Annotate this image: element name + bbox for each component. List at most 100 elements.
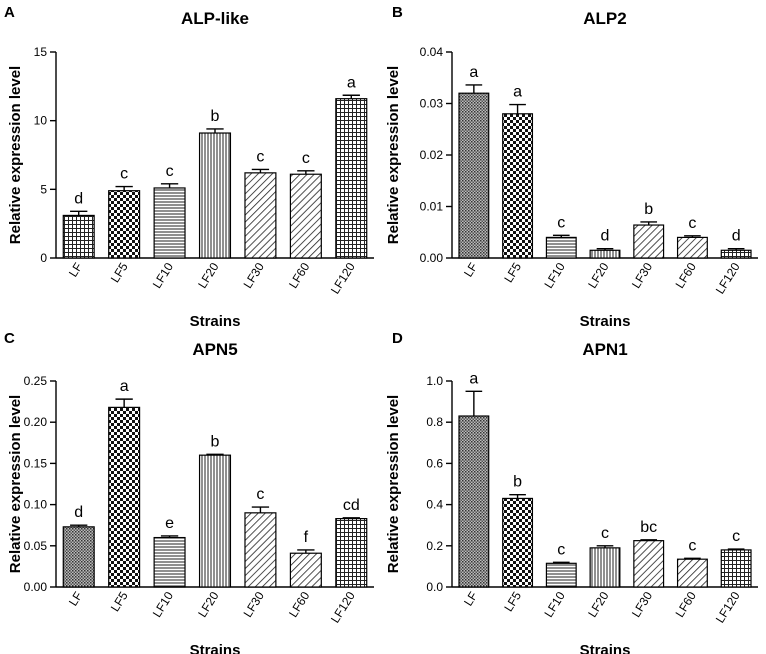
significance-label: c xyxy=(688,215,696,232)
bar-lf20 xyxy=(198,132,232,259)
significance-label: e xyxy=(165,515,174,532)
y-tick-label: 0.6 xyxy=(426,456,443,470)
bar-lf10 xyxy=(153,536,186,588)
y-tick-label: 0.00 xyxy=(420,251,444,265)
error-bar xyxy=(509,103,526,114)
error-bar xyxy=(251,506,270,513)
chart-panel-a: A ALP-like 0 5 10 15 Relative expression level… xyxy=(4,4,374,330)
y-tick-label: 0.00 xyxy=(24,580,48,594)
x-tick-label: LF xyxy=(66,260,85,279)
bar-lf20 xyxy=(589,249,621,259)
error-bar xyxy=(465,84,483,94)
error-bar xyxy=(115,398,133,408)
x-tick-label: LF60 xyxy=(673,589,700,620)
significance-label: c xyxy=(302,150,310,167)
x-tick-label: LF10 xyxy=(541,260,568,291)
error-bar xyxy=(160,535,179,538)
bar-lf120 xyxy=(720,249,752,259)
y-tick-label: 0.01 xyxy=(420,200,444,214)
significance-label: d xyxy=(74,504,83,521)
bar-lf xyxy=(62,526,95,588)
y-tick-label: 0.0 xyxy=(426,580,443,594)
error-bar xyxy=(640,539,658,541)
chart-title: ALP-like xyxy=(181,9,249,28)
significance-label: b xyxy=(513,474,522,491)
significance-label: b xyxy=(211,433,220,450)
significance-label: c xyxy=(120,166,128,183)
x-tick-label: LF10 xyxy=(150,589,177,620)
bar-lf xyxy=(458,92,490,259)
bar-lf10 xyxy=(545,562,577,588)
chart-panel-d: D APN1 0.0 0.2 0.4 0.6 0.8 1.0 Relative expressi… xyxy=(385,330,758,654)
y-tick-label: 0.25 xyxy=(24,374,48,388)
bar-lf30 xyxy=(633,540,665,588)
y-axis-label: Relative expression level xyxy=(7,66,24,244)
bar-lf xyxy=(62,214,95,259)
y-tick-label: 0.02 xyxy=(420,148,444,162)
error-bar xyxy=(596,248,614,251)
y-axis-label: Relative expression level xyxy=(385,66,402,244)
y-axis-label: Relative expression level xyxy=(385,395,402,573)
error-bar xyxy=(115,185,133,191)
x-axis-label: Strains xyxy=(580,313,631,330)
significance-label: a xyxy=(469,64,478,81)
y-tick-label: 0 xyxy=(40,251,47,265)
error-bar xyxy=(297,549,315,554)
bar-lf10 xyxy=(153,187,186,259)
x-tick-label: LF60 xyxy=(286,589,313,620)
significance-label: c xyxy=(557,541,565,558)
x-tick-label: LF10 xyxy=(150,260,177,291)
x-tick-label: LF20 xyxy=(195,260,222,291)
error-bar xyxy=(684,557,701,560)
significance-label: c xyxy=(688,537,696,554)
x-axis-label: Strains xyxy=(190,313,241,330)
x-tick-label: LF20 xyxy=(195,589,222,620)
chart-title: APN1 xyxy=(582,340,627,359)
chart-panel-b: B ALP2 0.00 0.01 0.02 0.03 0.04 Relative expres… xyxy=(385,4,758,330)
bar-lf60 xyxy=(676,558,708,588)
y-axis-label: Relative expression level xyxy=(7,395,24,573)
x-tick-label: LF120 xyxy=(713,589,743,626)
y-tick-label: 5 xyxy=(40,182,47,196)
error-bar xyxy=(596,545,614,548)
y-tick-label: 10 xyxy=(34,114,48,128)
error-bar xyxy=(727,248,745,251)
x-tick-label: LF120 xyxy=(713,260,743,297)
significance-label: bc xyxy=(640,519,657,536)
error-bar xyxy=(342,94,360,99)
x-tick-label: LF xyxy=(66,589,85,608)
x-tick-label: LF60 xyxy=(286,260,313,291)
x-tick-label: LF20 xyxy=(585,589,612,620)
error-bar xyxy=(70,210,88,216)
y-tick-label: 0.20 xyxy=(24,415,48,429)
x-tick-label: LF30 xyxy=(629,260,656,291)
bar-lf120 xyxy=(720,549,752,588)
error-bar xyxy=(342,517,360,519)
y-tick-label: 0.05 xyxy=(24,539,48,553)
bar-lf120 xyxy=(335,98,368,259)
significance-label: a xyxy=(347,74,356,91)
x-axis-label: Strains xyxy=(190,642,241,654)
significance-label: c xyxy=(256,486,264,503)
significance-label: c xyxy=(256,148,264,165)
bar-lf5 xyxy=(108,406,141,588)
x-tick-label: LF5 xyxy=(501,589,524,614)
significance-label: cd xyxy=(343,497,360,514)
chart-title: APN5 xyxy=(192,340,237,359)
bar-lf20 xyxy=(589,547,621,588)
error-bar xyxy=(160,183,179,188)
y-tick-label: 0.8 xyxy=(426,415,443,429)
error-bar xyxy=(552,561,570,564)
bar-lf60 xyxy=(289,173,322,259)
x-tick-label: LF xyxy=(461,589,480,608)
x-tick-label: LF30 xyxy=(629,589,656,620)
error-bar xyxy=(251,168,270,173)
chart-title: ALP2 xyxy=(583,9,626,28)
significance-label: c xyxy=(557,214,565,231)
x-tick-label: LF30 xyxy=(241,589,268,620)
y-tick-label: 0.03 xyxy=(420,97,444,111)
panel-letter: C xyxy=(4,330,15,347)
y-tick-label: 15 xyxy=(34,45,48,59)
significance-label: c xyxy=(732,528,740,545)
significance-label: a xyxy=(469,370,478,387)
